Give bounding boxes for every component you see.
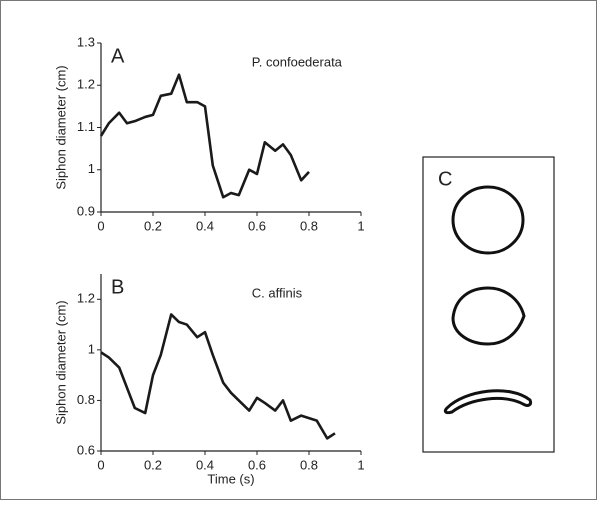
y-tick-label: 0.8 [77,392,95,407]
x-tick-label: 0 [97,218,104,233]
shape-oval [451,286,526,346]
y-tick-label: 1.1 [77,119,95,134]
y-tick-label: 0.6 [77,442,95,457]
y-tick-label: 1 [88,341,95,356]
x-tick-label: 0.6 [248,218,266,233]
shape-round [451,185,525,255]
x-tick-label: 0 [97,457,104,472]
y-tick-label: 1.3 [77,34,95,49]
x-tick-label: 1 [357,218,364,233]
x-tick-label: 0.6 [248,457,266,472]
x-tick-label: 0.4 [196,218,214,233]
x-axis-label: Time (s) [207,471,254,486]
y-axis-label: Siphon diameter (cm) [53,65,68,189]
panel-c-box [422,156,555,453]
y-tick-label: 0.9 [77,203,95,218]
annotation: C. affinis [252,285,303,300]
y-tick-label: 1.2 [77,77,95,92]
panel-label: C [438,168,452,190]
data-line [99,73,310,199]
x-tick-label: 0.2 [144,457,162,472]
y-axis-label: Siphon diameter (cm) [53,300,68,424]
panel-label: A [111,45,125,67]
annotation: P. confoederata [252,54,343,69]
x-tick-label: 0.4 [196,457,214,472]
y-tick-label: 1 [88,161,95,176]
x-tick-label: 0.8 [300,218,318,233]
data-line [100,313,336,440]
x-tick-label: 1 [357,457,364,472]
panel-label: B [111,276,124,298]
x-tick-label: 0.2 [144,218,162,233]
shape-flat [443,389,532,415]
x-tick-label: 0.8 [300,457,318,472]
y-tick-label: 1.2 [77,291,95,306]
